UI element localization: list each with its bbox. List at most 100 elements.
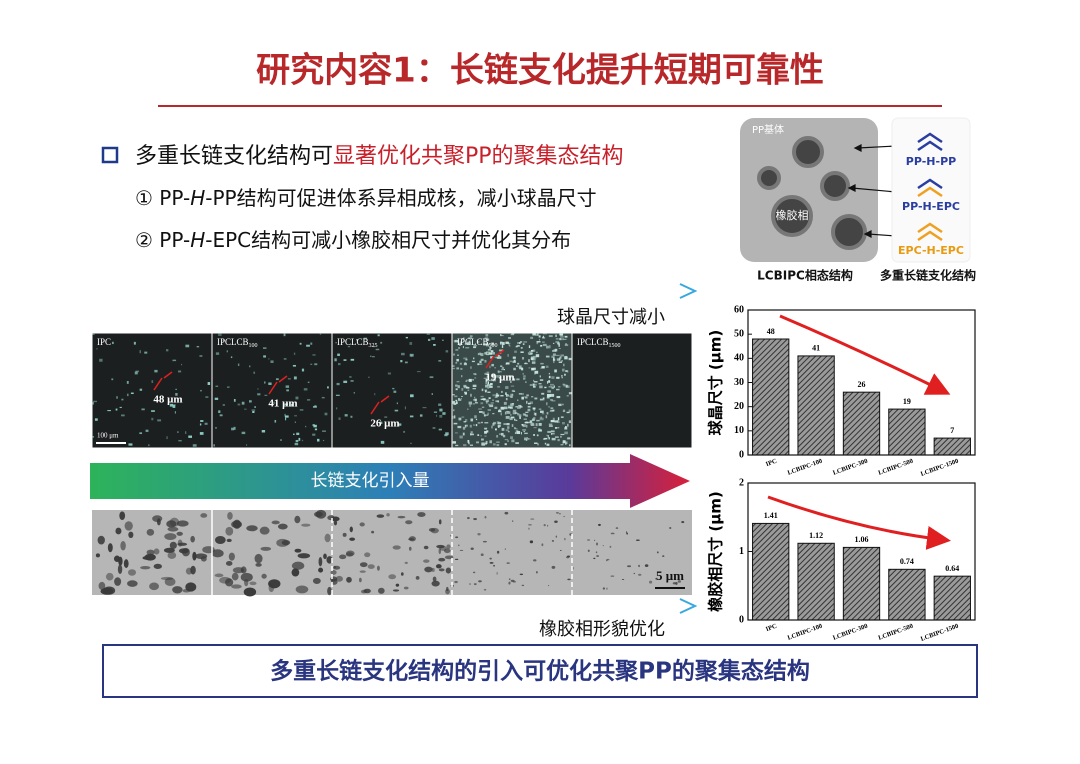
y-tick-label: 1 bbox=[739, 546, 744, 557]
speckle bbox=[521, 424, 524, 427]
speckle bbox=[560, 435, 562, 438]
speckle bbox=[455, 384, 458, 387]
speckle bbox=[553, 349, 557, 351]
y-tick-label: 0 bbox=[739, 614, 744, 625]
value-label: 1.41 bbox=[764, 511, 778, 520]
speckle bbox=[538, 408, 542, 410]
speckle bbox=[510, 416, 515, 419]
speckle bbox=[551, 386, 554, 389]
speckle bbox=[511, 424, 514, 427]
speckle bbox=[445, 432, 449, 436]
speckle bbox=[481, 398, 486, 400]
speckle bbox=[484, 427, 488, 429]
speckle bbox=[546, 443, 550, 446]
speckle bbox=[172, 359, 177, 362]
speckle bbox=[487, 349, 491, 351]
speckle bbox=[244, 408, 247, 410]
speckle bbox=[523, 418, 527, 420]
speckle bbox=[557, 417, 560, 421]
speckle bbox=[506, 411, 511, 414]
speckle bbox=[503, 406, 508, 410]
speckle bbox=[493, 421, 496, 425]
speckle bbox=[344, 414, 348, 417]
speckle bbox=[495, 400, 499, 403]
speckle bbox=[263, 355, 266, 358]
speckle bbox=[409, 353, 414, 357]
sem-blob bbox=[177, 542, 188, 546]
speckle bbox=[544, 437, 548, 440]
sem-blob bbox=[543, 524, 546, 527]
structure-label: PP-H-EPC bbox=[902, 200, 960, 213]
speckle bbox=[470, 433, 474, 436]
speckle bbox=[151, 417, 154, 421]
speckle bbox=[456, 381, 460, 383]
speckle bbox=[513, 367, 516, 371]
sem-blob bbox=[555, 535, 558, 538]
speckle bbox=[525, 381, 527, 383]
sem-images: 5 μm bbox=[92, 509, 692, 597]
sem-blob bbox=[432, 576, 437, 582]
sem-blob bbox=[506, 562, 510, 564]
speckle bbox=[568, 420, 572, 424]
speckle bbox=[501, 366, 505, 370]
speckle bbox=[490, 350, 494, 353]
speckle bbox=[249, 400, 252, 403]
speckle bbox=[455, 444, 459, 447]
value-label: 41 bbox=[812, 344, 820, 353]
speckle bbox=[537, 443, 539, 446]
speckle bbox=[461, 375, 463, 378]
sem-blob bbox=[211, 549, 224, 558]
speckle bbox=[322, 430, 326, 432]
speckle bbox=[480, 358, 484, 361]
speckle bbox=[199, 423, 202, 426]
speckle bbox=[496, 444, 500, 447]
size-marker bbox=[370, 395, 390, 415]
speckle bbox=[205, 396, 209, 398]
speckle bbox=[529, 352, 533, 355]
speckle bbox=[93, 400, 97, 403]
speckle bbox=[566, 411, 570, 414]
sem-blob bbox=[345, 550, 355, 557]
speckle bbox=[401, 352, 405, 356]
speckle bbox=[452, 394, 455, 396]
speckle bbox=[532, 383, 535, 386]
sem-blob bbox=[521, 584, 525, 587]
sem-blob bbox=[635, 539, 640, 541]
speckle bbox=[529, 401, 533, 405]
speckle bbox=[472, 424, 476, 426]
speckle bbox=[512, 412, 517, 415]
speckle bbox=[490, 379, 495, 382]
speckle bbox=[552, 342, 555, 344]
speckle bbox=[480, 398, 483, 401]
sem-blob bbox=[95, 553, 100, 558]
sem-blob bbox=[446, 586, 449, 592]
sem-blob bbox=[295, 585, 309, 594]
speckle bbox=[533, 355, 537, 359]
speckle bbox=[475, 402, 478, 404]
speckle bbox=[464, 392, 467, 395]
speckle bbox=[485, 414, 489, 416]
speckle bbox=[565, 343, 567, 345]
speckle bbox=[463, 386, 468, 389]
sem-blob bbox=[439, 545, 447, 551]
speckle bbox=[548, 380, 551, 383]
speckle bbox=[374, 393, 376, 396]
sem-blob bbox=[638, 573, 642, 576]
speckle bbox=[534, 397, 538, 400]
panel-label: IPCLCB500 bbox=[457, 337, 498, 349]
speckle bbox=[287, 378, 291, 380]
speckle bbox=[272, 401, 276, 405]
speckle bbox=[307, 381, 310, 383]
speckle bbox=[455, 349, 459, 351]
speckle bbox=[478, 363, 483, 365]
speckle bbox=[458, 399, 462, 401]
speckle bbox=[560, 335, 564, 338]
speckle bbox=[475, 418, 478, 421]
panel-label: IPCLCB325 bbox=[337, 337, 378, 349]
speckle bbox=[469, 424, 472, 428]
x-tick-label: LCBIPC-1500 bbox=[920, 623, 960, 643]
speckle bbox=[293, 376, 297, 380]
speckle bbox=[485, 381, 488, 385]
sem-blob bbox=[163, 547, 175, 553]
sem-blob bbox=[371, 530, 375, 534]
